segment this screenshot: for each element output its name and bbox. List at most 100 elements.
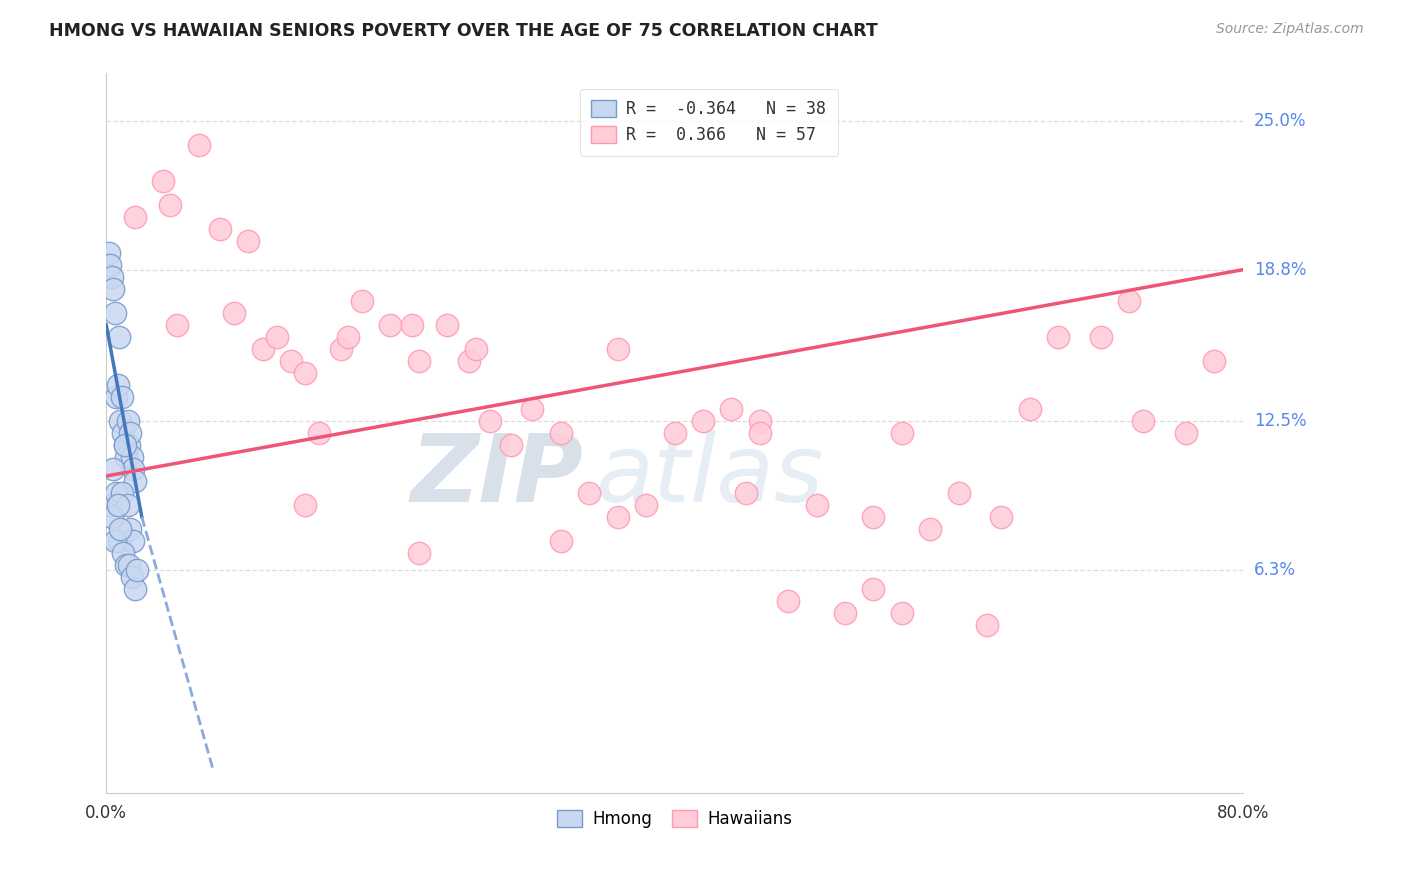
Point	[308, 425, 330, 440]
Point	[118, 438, 141, 452]
Point	[118, 558, 141, 572]
Point	[100, 498, 122, 512]
Point	[664, 425, 686, 440]
Point	[720, 401, 742, 416]
Point	[350, 293, 373, 308]
Point	[252, 342, 274, 356]
Text: 12.5%: 12.5%	[1254, 412, 1306, 430]
Point	[115, 450, 138, 464]
Point	[990, 509, 1012, 524]
Point	[107, 498, 129, 512]
Point	[920, 522, 942, 536]
Point	[166, 318, 188, 332]
Point	[121, 450, 143, 464]
Text: HMONG VS HAWAIIAN SENIORS POVERTY OVER THE AGE OF 75 CORRELATION CHART: HMONG VS HAWAIIAN SENIORS POVERTY OVER T…	[49, 22, 877, 40]
Point	[1204, 354, 1226, 368]
Point	[890, 606, 912, 620]
Text: 18.8%: 18.8%	[1254, 260, 1306, 278]
Point	[127, 563, 149, 577]
Point	[1118, 293, 1140, 308]
Point	[636, 498, 658, 512]
Point	[112, 425, 135, 440]
Point	[114, 438, 136, 452]
Point	[948, 485, 970, 500]
Point	[294, 366, 316, 380]
Point	[107, 377, 129, 392]
Point	[834, 606, 856, 620]
Point	[103, 282, 125, 296]
Point	[103, 462, 125, 476]
Point	[104, 533, 127, 548]
Point	[1047, 330, 1070, 344]
Point	[734, 485, 756, 500]
Point	[124, 474, 146, 488]
Text: atlas: atlas	[595, 431, 824, 522]
Point	[187, 137, 209, 152]
Point	[1132, 414, 1154, 428]
Point	[101, 509, 124, 524]
Point	[108, 533, 131, 548]
Point	[110, 522, 132, 536]
Point	[778, 593, 800, 607]
Point	[115, 558, 138, 572]
Point	[105, 390, 128, 404]
Point	[108, 330, 131, 344]
Point	[122, 533, 145, 548]
Point	[124, 210, 146, 224]
Point	[606, 509, 628, 524]
Point	[501, 438, 523, 452]
Point	[294, 498, 316, 512]
Point	[238, 234, 260, 248]
Point	[111, 485, 134, 500]
Point	[457, 354, 479, 368]
Point	[105, 485, 128, 500]
Point	[280, 354, 302, 368]
Point	[578, 485, 600, 500]
Point	[692, 414, 714, 428]
Point	[224, 306, 246, 320]
Point	[159, 198, 181, 212]
Point	[606, 342, 628, 356]
Point	[117, 414, 139, 428]
Point	[976, 617, 998, 632]
Point	[436, 318, 458, 332]
Point	[98, 246, 121, 260]
Point	[380, 318, 402, 332]
Point	[550, 425, 572, 440]
Point	[122, 462, 145, 476]
Point	[120, 522, 142, 536]
Point	[111, 390, 134, 404]
Point	[550, 533, 572, 548]
Point	[114, 438, 136, 452]
Point	[748, 414, 770, 428]
Point	[329, 342, 352, 356]
Point	[100, 258, 122, 272]
Point	[401, 318, 423, 332]
Point	[522, 401, 544, 416]
Point	[120, 425, 142, 440]
Point	[862, 582, 884, 596]
Point	[478, 414, 501, 428]
Text: 25.0%: 25.0%	[1254, 112, 1306, 130]
Point	[110, 414, 132, 428]
Legend: Hmong, Hawaiians: Hmong, Hawaiians	[551, 803, 799, 835]
Point	[806, 498, 828, 512]
Point	[101, 269, 124, 284]
Point	[208, 222, 231, 236]
Point	[117, 498, 139, 512]
Point	[124, 582, 146, 596]
Point	[464, 342, 486, 356]
Point	[1090, 330, 1112, 344]
Point	[104, 306, 127, 320]
Point	[336, 330, 359, 344]
Point	[121, 570, 143, 584]
Point	[890, 425, 912, 440]
Point	[152, 174, 174, 188]
Point	[408, 546, 430, 560]
Point	[1018, 401, 1040, 416]
Text: Source: ZipAtlas.com: Source: ZipAtlas.com	[1216, 22, 1364, 37]
Point	[266, 330, 288, 344]
Text: ZIP: ZIP	[411, 430, 583, 522]
Point	[408, 354, 430, 368]
Point	[748, 425, 770, 440]
